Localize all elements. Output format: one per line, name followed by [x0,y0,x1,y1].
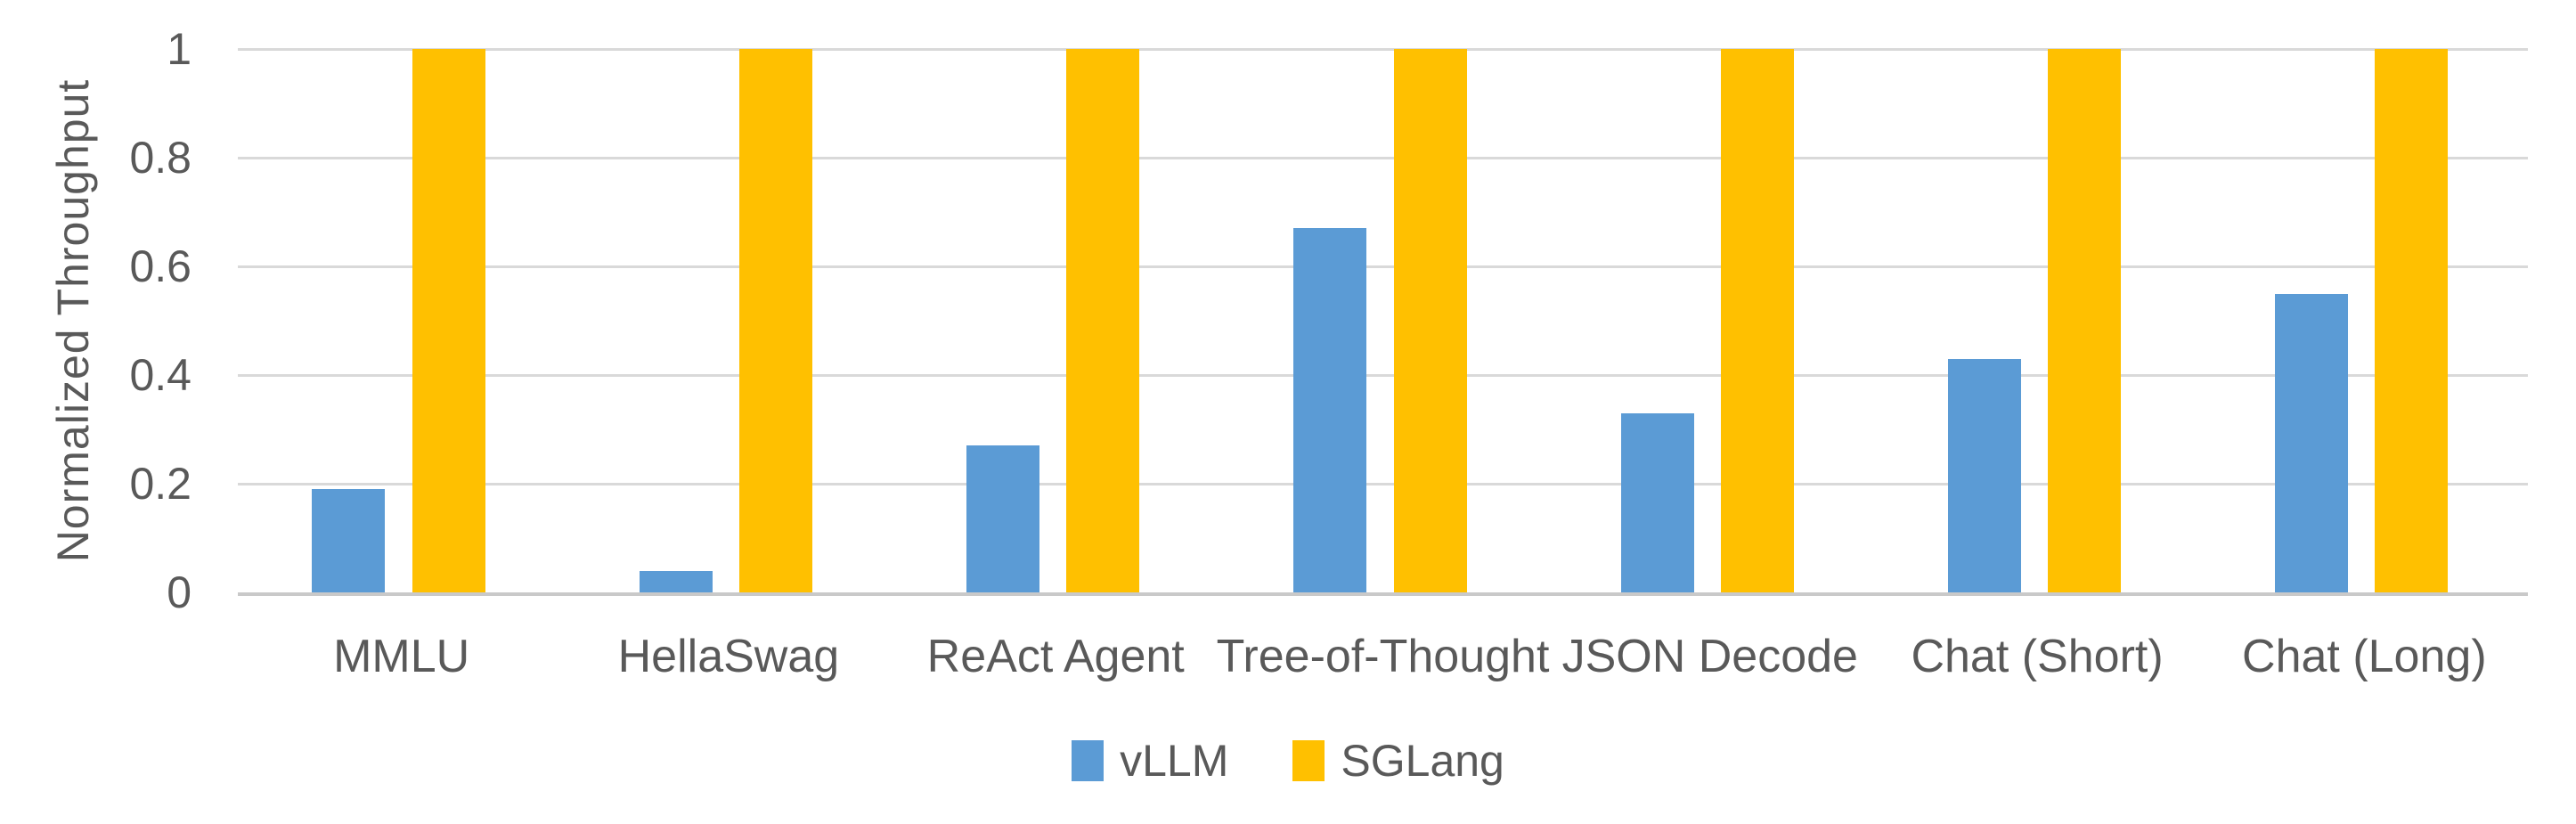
y-tick-label: 1 [167,24,192,74]
vllm-bar-react-agent [966,445,1039,592]
legend-label-vllm: vLLM [1120,736,1229,786]
x-axis-label-tree-of-thought: Tree-of-Thought [1216,631,1550,682]
x-axis-label-chat-long: Chat (Long) [2242,631,2487,682]
vllm-bar-tree-of-thought [1293,228,1367,592]
legend-item-vllm: vLLM [1072,736,1228,786]
vllm-bar-mmlu [312,489,386,592]
y-tick-label: 0.4 [129,350,192,400]
x-axis-label-mmlu: MMLU [333,631,470,682]
gridline [238,156,2528,159]
sglang-bar-hellaswag [738,49,812,592]
gridline [238,482,2528,485]
vllm-bar-hellaswag [639,570,713,592]
x-axis-line [238,592,2528,596]
legend-swatch-vllm [1072,740,1105,781]
x-axis-label-hellaswag: HellaSwag [617,631,840,682]
gridline [238,47,2528,51]
sglang-bar-json-decode [1720,49,1794,592]
y-tick-label: 0.2 [129,459,192,509]
sglang-bar-tree-of-thought [1393,49,1467,592]
gridline [238,265,2528,268]
y-tick-label: 0.6 [129,241,192,291]
legend: vLLM SGLang [0,736,2576,786]
sglang-bar-mmlu [412,49,485,592]
sglang-bar-react-agent [1066,49,1140,592]
x-axis-label-json-decode: JSON Decode [1561,631,1858,682]
x-axis-label-chat-short: Chat (Short) [1911,631,2164,682]
x-axis-label-react-agent: ReAct Agent [926,631,1185,682]
legend-item-sglang: SGLang [1292,736,1504,786]
vllm-bar-chat-short [1947,358,2021,592]
y-tick-label: 0.8 [129,133,192,183]
vllm-bar-chat-long [2275,293,2349,592]
sglang-bar-chat-short [2048,49,2122,592]
legend-label-sglang: SGLang [1341,736,1504,786]
gridline [238,373,2528,377]
vllm-bar-json-decode [1620,412,1694,592]
y-tick-label: 0 [167,567,192,617]
legend-swatch-sglang [1292,740,1325,781]
sglang-bar-chat-long [2375,49,2449,592]
